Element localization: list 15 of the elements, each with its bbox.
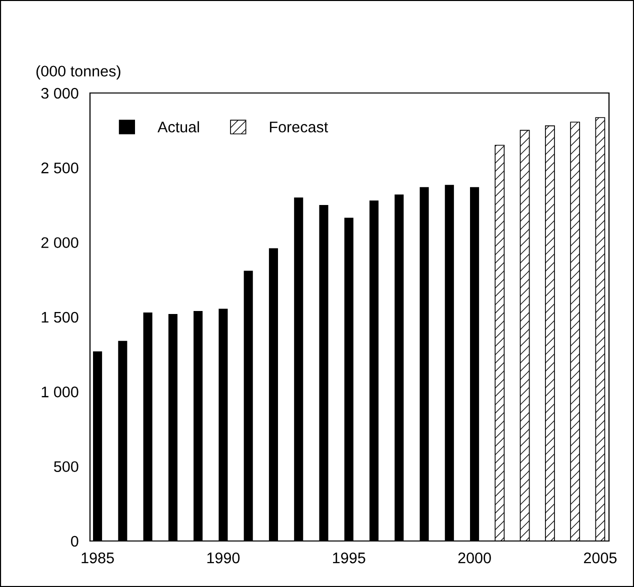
y-tick-label: 2 000	[41, 237, 78, 248]
y-axis-title: (000 tonnes)	[36, 65, 120, 80]
legend-label: Forecast	[270, 122, 328, 132]
x-tick-label: 1990	[207, 552, 240, 564]
y-tick-label: 1 500	[42, 312, 78, 323]
legend-label: Actual	[158, 121, 199, 132]
x-tick-label: 1995	[333, 552, 366, 564]
y-tick-label: 0	[70, 536, 78, 547]
y-tick-label: 500	[54, 461, 78, 472]
y-tick-label: 1 000	[42, 386, 78, 398]
y-tick-label: 3 000	[41, 88, 78, 99]
y-tick-label: 2 500	[41, 162, 78, 174]
x-tick-label: 1985	[82, 552, 114, 564]
x-tick-label: 2000	[458, 552, 491, 564]
x-tick-label: 2005	[584, 552, 617, 564]
